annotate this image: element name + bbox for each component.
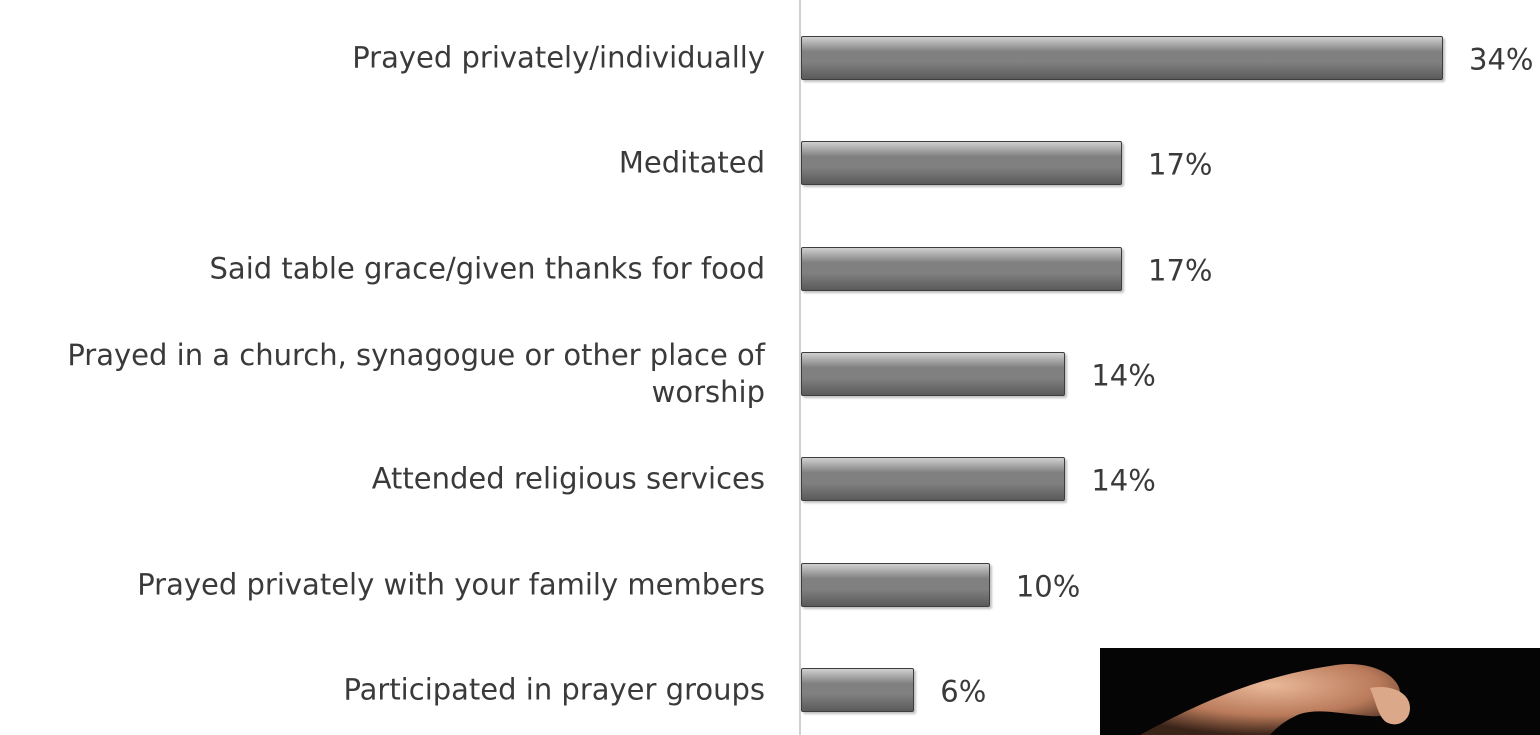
value-label: 17% bbox=[1148, 253, 1213, 288]
bar bbox=[801, 141, 1122, 186]
category-label: Prayed privately/individually bbox=[352, 40, 765, 75]
value-label: 17% bbox=[1148, 147, 1213, 182]
value-label: 6% bbox=[940, 674, 987, 709]
bar bbox=[801, 667, 915, 712]
bar bbox=[801, 36, 1443, 80]
bar bbox=[801, 351, 1066, 396]
axis-line bbox=[799, 0, 801, 735]
photo bbox=[1100, 648, 1540, 735]
category-label: Meditated bbox=[618, 145, 765, 180]
bar bbox=[801, 246, 1122, 291]
category-label: Attended religious services bbox=[371, 461, 765, 496]
category-label: Prayed privately with your family member… bbox=[137, 567, 765, 601]
category-label: Prayed in a church, synagogue or other p… bbox=[67, 337, 765, 409]
value-label: 10% bbox=[1015, 569, 1081, 603]
value-label: 34% bbox=[1469, 42, 1534, 77]
value-label: 14% bbox=[1091, 463, 1156, 498]
bar bbox=[801, 457, 1066, 502]
category-label: Participated in prayer groups bbox=[343, 672, 765, 707]
bar bbox=[801, 562, 990, 607]
category-label: Said table grace/given thanks for food bbox=[209, 251, 765, 286]
value-label: 14% bbox=[1091, 358, 1156, 393]
